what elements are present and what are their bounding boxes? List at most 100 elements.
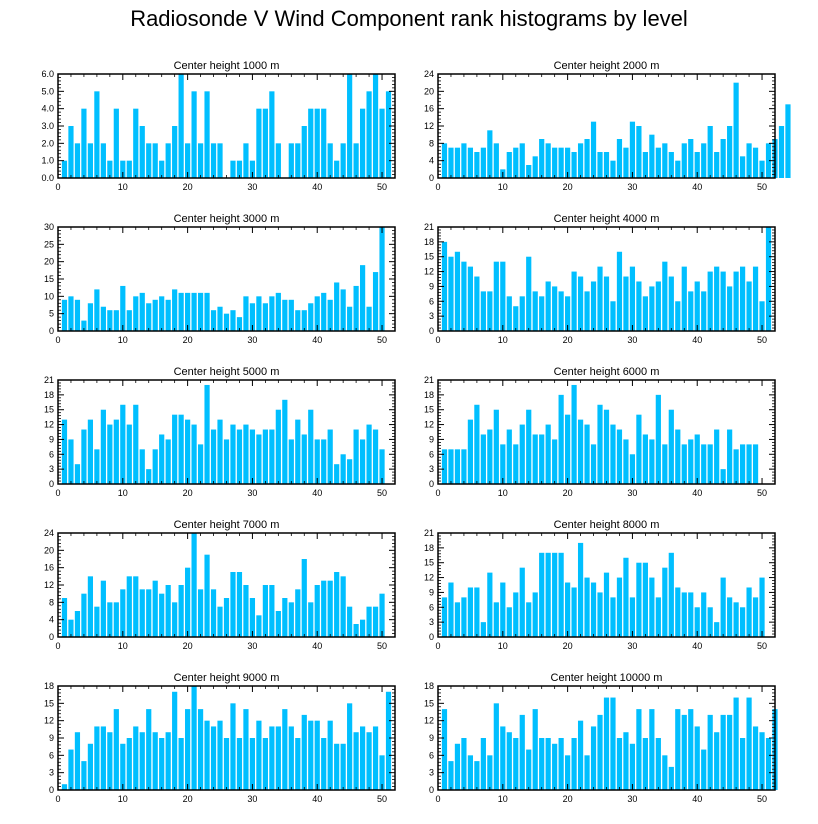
histogram-bar: [185, 567, 191, 637]
y-tick-label: 12: [424, 573, 434, 583]
histogram-bar: [359, 619, 366, 637]
histogram-bar: [159, 160, 165, 178]
y-tick-label: 15: [424, 252, 434, 262]
histogram-bar: [204, 292, 210, 331]
histogram-bar: [185, 709, 191, 790]
y-tick-label: 6.0: [41, 69, 54, 79]
histogram-bar: [519, 143, 525, 178]
histogram-bar: [282, 598, 288, 637]
histogram-bar: [558, 552, 564, 637]
histogram-bar: [146, 143, 152, 178]
histogram-bar: [493, 602, 499, 637]
y-tick-label: 20: [44, 545, 54, 555]
x-tick-label: 20: [563, 182, 573, 192]
histogram-bar: [372, 74, 379, 178]
histogram-bar: [493, 143, 499, 178]
histogram-bar: [752, 444, 759, 484]
histogram-bar: [454, 147, 461, 178]
y-tick-label: 0: [429, 173, 434, 183]
chart-main-title: Radiosonde V Wind Component rank histogr…: [130, 6, 688, 31]
histogram-bar: [359, 265, 366, 331]
histogram-bar: [282, 399, 288, 484]
histogram-bar: [493, 703, 499, 790]
histogram-bar: [178, 414, 184, 484]
histogram-bar: [519, 714, 525, 790]
histogram-bar: [379, 755, 385, 790]
histogram-bar: [707, 607, 713, 637]
histogram-bar: [230, 310, 236, 331]
histogram-bar: [616, 577, 623, 637]
histogram-bar: [275, 409, 281, 484]
histogram-bar: [552, 439, 558, 484]
histogram-bar: [243, 296, 249, 331]
histogram-bar: [739, 738, 746, 790]
x-tick-label: 20: [183, 641, 193, 651]
histogram-bar: [590, 281, 597, 331]
x-tick-label: 30: [627, 488, 637, 498]
histogram-bar: [526, 602, 532, 637]
histogram-bar: [448, 147, 454, 178]
histogram-bar: [590, 444, 597, 484]
histogram-bar: [159, 434, 165, 484]
histogram-bar: [701, 444, 707, 484]
histogram-bar: [636, 414, 642, 484]
histogram-bar: [584, 291, 590, 331]
histogram-bar: [100, 409, 106, 484]
histogram-bar: [178, 738, 184, 790]
histogram-bar: [552, 286, 558, 331]
histogram-bar: [308, 409, 314, 484]
histogram-bar: [584, 577, 590, 637]
histogram-bar: [454, 251, 461, 331]
histogram-bar: [107, 732, 113, 790]
x-tick-label: 10: [118, 794, 128, 804]
histogram-bar: [454, 449, 461, 484]
histogram-bar: [74, 732, 81, 790]
x-tick-label: 20: [183, 182, 193, 192]
histogram-bar: [539, 552, 545, 637]
histogram-bar: [655, 147, 661, 178]
y-tick-label: 18: [424, 390, 434, 400]
histogram-bar: [301, 126, 307, 178]
histogram-bar: [461, 597, 467, 637]
histogram-bar: [314, 720, 320, 790]
histogram-bar: [526, 256, 532, 331]
histogram-bar: [480, 434, 486, 484]
histogram-bar: [68, 296, 74, 331]
histogram-bar: [152, 449, 158, 484]
histogram-bar: [487, 572, 493, 637]
panel-title: Center height 10000 m: [551, 672, 663, 684]
histogram-bar: [275, 611, 281, 637]
histogram-bar: [707, 271, 713, 331]
histogram-bar: [694, 281, 700, 331]
histogram-bar: [655, 394, 661, 484]
histogram-bar: [467, 266, 474, 331]
histogram-bar: [185, 143, 191, 178]
x-tick-label: 0: [55, 335, 60, 345]
histogram-bar: [649, 577, 655, 637]
histogram-bar: [668, 276, 674, 331]
histogram-bar: [662, 143, 668, 178]
histogram-bar: [133, 576, 139, 637]
x-tick-label: 50: [377, 641, 387, 651]
histogram-bar: [94, 91, 100, 178]
y-tick-label: 3.0: [41, 121, 54, 131]
histogram-bar: [688, 709, 694, 790]
histogram-bar: [688, 139, 694, 178]
histogram-bar: [165, 585, 171, 637]
histogram-bar: [120, 589, 126, 637]
histogram-bar: [577, 542, 584, 637]
histogram-bar: [301, 434, 307, 484]
histogram-bar: [616, 429, 623, 484]
histogram-bar: [236, 429, 243, 484]
histogram-bar: [133, 404, 139, 484]
histogram-bar: [727, 126, 733, 178]
histogram-bar: [506, 152, 512, 178]
histogram-bar: [545, 424, 551, 484]
y-tick-label: 15: [424, 405, 434, 415]
histogram-bar: [506, 607, 512, 637]
histogram-bar: [487, 755, 493, 790]
histogram-bar: [172, 691, 178, 790]
histogram-bar: [616, 738, 623, 790]
histogram-bar: [223, 598, 230, 637]
histogram-bar: [249, 738, 256, 790]
